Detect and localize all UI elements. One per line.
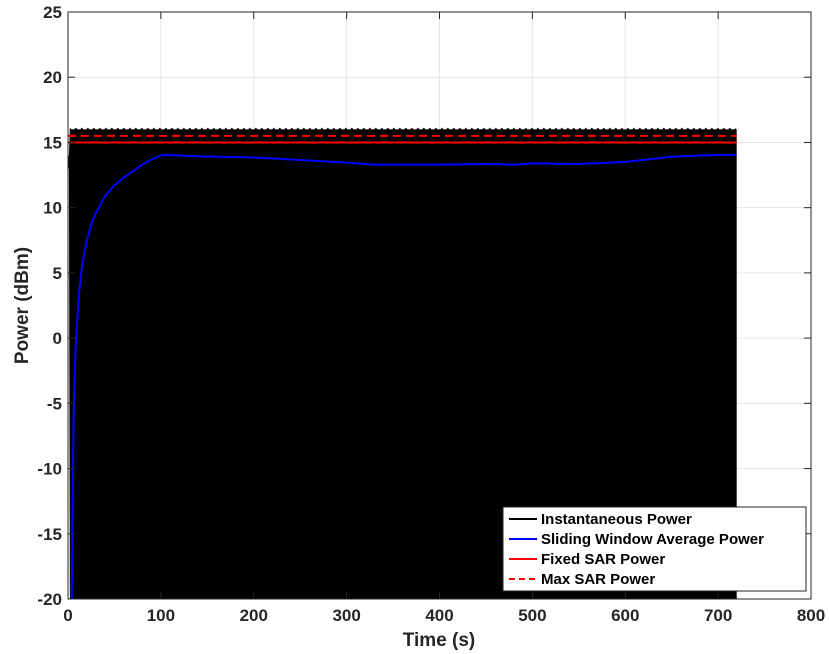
x-tick-label: 200 (240, 606, 268, 625)
x-tick-label: 700 (704, 606, 732, 625)
x-tick-label: 800 (797, 606, 825, 625)
instantaneous-power-peaks (69, 127, 737, 134)
x-axis-label: Time (s) (403, 630, 476, 651)
y-tick-label: -5 (47, 394, 62, 413)
x-tick-label: 500 (518, 606, 546, 625)
x-tick-label: 300 (332, 606, 360, 625)
legend-entry-label: Max SAR Power (541, 571, 655, 588)
legend-box (502, 506, 807, 592)
y-tick-label: 20 (43, 68, 62, 87)
plot-series (67, 127, 737, 600)
series-line-1 (70, 153, 737, 600)
x-tick-label: 600 (611, 606, 639, 625)
y-tick-label: 10 (43, 199, 62, 218)
y-axis-label: Power (dBm) (12, 247, 33, 364)
y-tick-label: 5 (53, 264, 62, 283)
x-tick-label: 400 (425, 606, 453, 625)
x-tick-label: 100 (147, 606, 175, 625)
axis-ticks: 0 100 200 300 400 500 600 700 800 -20 -15 -10 -5 0 5 10… (37, 3, 825, 625)
y-tick-label: -20 (37, 590, 62, 609)
y-tick-label: 25 (43, 3, 62, 22)
x-tick-label: 0 (63, 606, 72, 625)
legend-entry-label: Fixed SAR Power (541, 551, 665, 568)
legend-entry-label: Sliding Window Average Power (541, 531, 764, 548)
y-tick-label: 15 (43, 133, 62, 152)
y-tick-label: -15 (37, 525, 62, 544)
legend-entry-label: Instantaneous Power (541, 511, 692, 528)
y-tick-label: -10 (37, 460, 62, 479)
instantaneous-power-envelope (68, 129, 737, 599)
y-tick-label: 0 (53, 329, 62, 348)
legend: Instantaneous Power Sliding Window Averag… (502, 506, 807, 592)
